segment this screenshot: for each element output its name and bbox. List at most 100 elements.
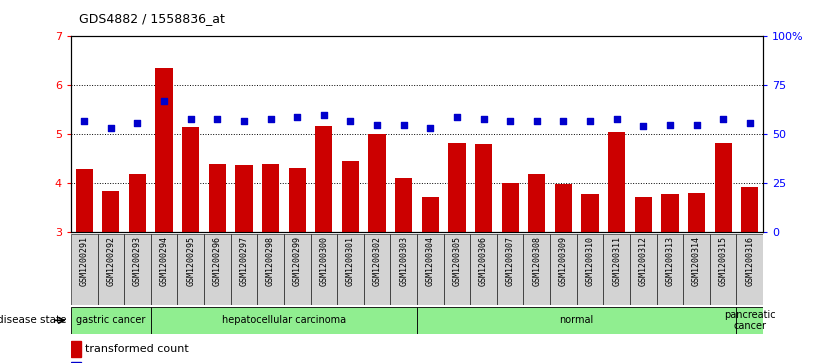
Point — [557, 118, 570, 123]
Bar — [475, 144, 492, 232]
Bar — [231, 234, 257, 305]
Bar — [449, 143, 465, 232]
Bar — [342, 161, 359, 232]
Bar — [262, 164, 279, 232]
Bar — [608, 132, 626, 232]
Point — [104, 126, 118, 131]
Bar — [151, 307, 417, 334]
Text: GSM1200314: GSM1200314 — [692, 236, 701, 286]
Bar — [369, 134, 385, 232]
Bar — [71, 362, 81, 363]
Point — [716, 116, 730, 122]
Bar — [683, 234, 710, 305]
Text: gastric cancer: gastric cancer — [76, 315, 145, 325]
Text: GSM1200306: GSM1200306 — [479, 236, 488, 286]
Text: GSM1200294: GSM1200294 — [159, 236, 168, 286]
Bar — [422, 197, 439, 232]
Bar — [736, 234, 763, 305]
Text: GSM1200301: GSM1200301 — [346, 236, 355, 286]
Bar — [417, 234, 444, 305]
Bar — [390, 234, 417, 305]
Bar — [98, 234, 124, 305]
Bar — [182, 127, 199, 232]
Text: GSM1200307: GSM1200307 — [505, 236, 515, 286]
Point — [397, 122, 410, 127]
Point — [690, 122, 703, 127]
Text: GSM1200310: GSM1200310 — [585, 236, 595, 286]
Text: GSM1200303: GSM1200303 — [399, 236, 408, 286]
Text: GSM1200315: GSM1200315 — [719, 236, 728, 286]
Point — [663, 122, 676, 127]
Point — [743, 120, 756, 126]
Bar — [555, 184, 572, 232]
Point — [636, 123, 650, 129]
Bar — [550, 234, 577, 305]
Text: GSM1200297: GSM1200297 — [239, 236, 249, 286]
Text: GSM1200311: GSM1200311 — [612, 236, 621, 286]
Bar — [497, 234, 524, 305]
Point — [344, 118, 357, 123]
Bar — [524, 234, 550, 305]
Bar — [688, 193, 706, 232]
Bar — [736, 307, 763, 334]
Bar — [103, 191, 119, 232]
Text: GSM1200298: GSM1200298 — [266, 236, 275, 286]
Text: GSM1200304: GSM1200304 — [426, 236, 435, 286]
Point — [450, 114, 464, 119]
Bar — [656, 234, 683, 305]
Point — [424, 126, 437, 131]
Bar — [715, 143, 731, 232]
Bar — [208, 164, 226, 232]
Text: pancreatic
cancer: pancreatic cancer — [724, 310, 776, 331]
Text: GSM1200296: GSM1200296 — [213, 236, 222, 286]
Bar — [155, 68, 173, 232]
Bar — [710, 234, 736, 305]
Bar — [310, 234, 337, 305]
Bar — [235, 165, 253, 232]
Text: disease state: disease state — [0, 315, 67, 325]
Point — [530, 118, 544, 123]
Bar — [178, 234, 204, 305]
Bar — [395, 179, 412, 232]
Bar — [741, 187, 758, 232]
Text: GSM1200295: GSM1200295 — [186, 236, 195, 286]
Text: GSM1200291: GSM1200291 — [80, 236, 88, 286]
Text: GSM1200305: GSM1200305 — [452, 236, 461, 286]
Text: normal: normal — [560, 315, 594, 325]
Text: GSM1200313: GSM1200313 — [666, 236, 675, 286]
Bar — [71, 307, 151, 334]
Point — [131, 120, 144, 126]
Bar — [315, 126, 333, 232]
Text: GSM1200309: GSM1200309 — [559, 236, 568, 286]
Bar — [501, 183, 519, 232]
Bar — [289, 168, 306, 232]
Point — [158, 98, 171, 104]
Point — [317, 112, 330, 118]
Text: GDS4882 / 1558836_at: GDS4882 / 1558836_at — [79, 12, 225, 25]
Point — [370, 122, 384, 127]
Bar — [528, 175, 545, 232]
Text: GSM1200292: GSM1200292 — [106, 236, 115, 286]
Point — [237, 118, 250, 123]
Bar — [364, 234, 390, 305]
Bar — [444, 234, 470, 305]
Text: GSM1200302: GSM1200302 — [373, 236, 382, 286]
Bar — [661, 194, 679, 232]
Bar — [284, 234, 310, 305]
Point — [610, 116, 623, 122]
Bar — [577, 234, 603, 305]
Bar — [603, 234, 630, 305]
Point — [504, 118, 517, 123]
Bar — [76, 168, 93, 232]
Point — [583, 118, 596, 123]
Point — [211, 116, 224, 122]
Text: GSM1200300: GSM1200300 — [319, 236, 329, 286]
Bar — [204, 234, 231, 305]
Text: hepatocellular carcinoma: hepatocellular carcinoma — [222, 315, 346, 325]
Text: GSM1200316: GSM1200316 — [746, 236, 754, 286]
Text: GSM1200312: GSM1200312 — [639, 236, 648, 286]
Bar — [128, 174, 146, 232]
Text: GSM1200299: GSM1200299 — [293, 236, 302, 286]
Point — [264, 116, 277, 122]
Text: GSM1200293: GSM1200293 — [133, 236, 142, 286]
